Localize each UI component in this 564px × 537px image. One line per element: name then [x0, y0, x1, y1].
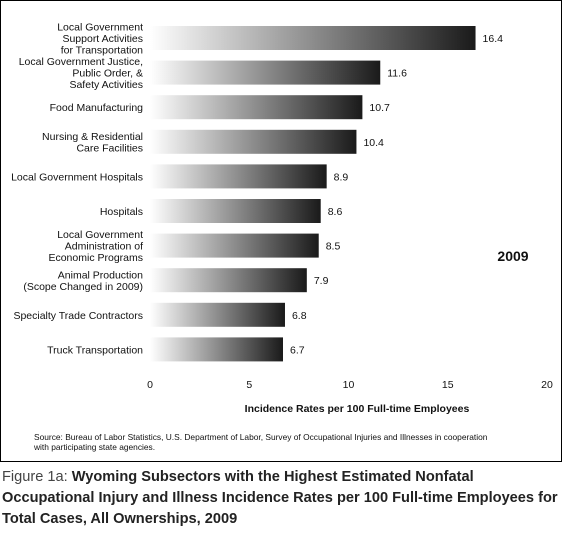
x-tick-label-1: 5	[246, 379, 252, 391]
category-label-2: Food Manufacturing	[50, 102, 144, 114]
x-tick-label-2: 10	[343, 379, 355, 391]
category-label-1: Local Government Justice, Public Order, &…	[19, 56, 143, 91]
value-label-4: 8.9	[334, 171, 349, 183]
x-tick-label-3: 15	[442, 379, 454, 391]
chart-panel: Local Government Support Activities for Tr…	[0, 0, 562, 462]
value-labels: 16.4 11.6 10.7 10.4 8.9 8.6 8.5 7.9 6.8 6.7	[290, 33, 503, 356]
value-label-9: 6.7	[290, 344, 305, 356]
category-label-0: Local Government Support Activities for Tr…	[57, 21, 143, 56]
figure-caption: Figure 1a: Wyoming Subsectors with the H…	[2, 467, 560, 530]
bar-9	[150, 337, 283, 362]
year-annotation: 2009	[497, 248, 528, 264]
bar-0	[150, 26, 476, 50]
value-label-2: 10.7	[369, 102, 390, 114]
bar-2	[150, 95, 363, 120]
x-axis-title: Incidence Rates per 100 Full-time Employ…	[245, 403, 470, 415]
category-label-9: Truck Transportation	[47, 344, 143, 356]
bar-7	[150, 268, 307, 293]
source-note: Source: Bureau of Labor Statistics, U.S.…	[34, 432, 488, 452]
value-label-3: 10.4	[363, 137, 384, 149]
bar-chart: Local Government Support Activities for Tr…	[11, 21, 553, 415]
x-tick-label-0: 0	[147, 379, 153, 391]
bar-1	[150, 60, 381, 85]
figure-number: Figure 1a:	[2, 469, 72, 485]
category-label-5: Hospitals	[100, 206, 143, 218]
category-label-8: Specialty Trade Contractors	[13, 310, 143, 322]
category-labels: Local Government Support Activities for Tr…	[11, 21, 143, 356]
bar-3	[150, 129, 357, 154]
category-label-4: Local Government Hospitals	[11, 171, 143, 183]
bar-8	[150, 302, 285, 327]
category-label-7: Animal Production (Scope Changed in 2009)	[23, 269, 143, 293]
value-label-7: 7.9	[314, 275, 329, 287]
figure-title: Wyoming Subsectors with the Highest Esti…	[2, 469, 558, 527]
bar-4	[150, 164, 327, 189]
category-label-3: Nursing & Residential Care Facilities	[42, 131, 143, 155]
x-tick-label-4: 20	[541, 379, 553, 391]
category-label-6: Local Government Administration of Economi…	[48, 229, 143, 264]
bar-6	[150, 233, 319, 258]
value-label-5: 8.6	[328, 206, 343, 218]
value-label-6: 8.5	[326, 241, 341, 253]
x-axis-ticks: 0 5 10 15 20	[147, 379, 553, 391]
bars	[150, 26, 476, 362]
value-label-1: 11.6	[387, 68, 407, 80]
value-label-8: 6.8	[292, 310, 307, 322]
value-label-0: 16.4	[483, 33, 504, 45]
bar-5	[150, 199, 321, 223]
